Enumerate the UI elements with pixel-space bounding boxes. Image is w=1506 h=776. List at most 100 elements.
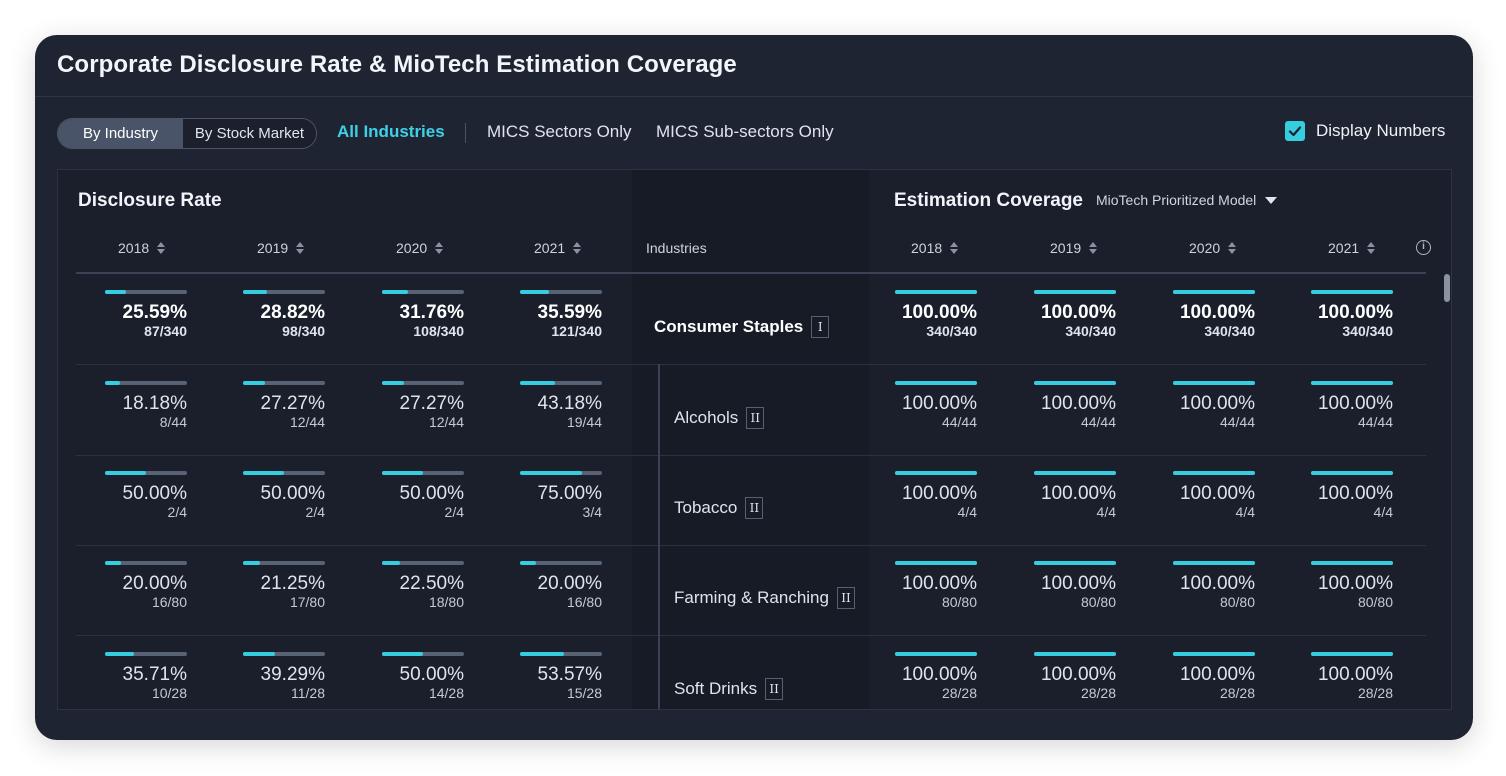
coverage-year-header[interactable]: 2020: [1189, 240, 1237, 256]
disclosure-cell: 50.00% 2/4: [105, 471, 187, 521]
scrollbar-track[interactable]: [1442, 274, 1448, 704]
industry-label: Tobacco: [674, 498, 738, 517]
percent-value: 43.18%: [537, 393, 602, 414]
disclosure-year-header[interactable]: 2020: [396, 240, 444, 256]
year-label: 2021: [1328, 240, 1360, 256]
display-numbers-label: Display Numbers: [1316, 121, 1446, 140]
disclosure-cell: 27.27% 12/44: [382, 381, 464, 431]
percent-value: 21.25%: [260, 573, 325, 594]
progress-fill: [1311, 652, 1393, 656]
count-value: 340/340: [926, 323, 977, 339]
industry-label: Soft Drinks: [674, 679, 758, 698]
filter-all-industries[interactable]: All Industries: [337, 122, 445, 141]
progress-bar: [243, 652, 325, 656]
model-dropdown[interactable]: MioTech Prioritized Model: [1096, 192, 1278, 208]
percent-value: 100.00%: [1179, 573, 1255, 594]
progress-bar: [105, 381, 187, 385]
percent-value: 100.00%: [901, 393, 977, 414]
count-value: 80/80: [1357, 594, 1393, 610]
progress-fill: [520, 652, 564, 656]
progress-fill: [895, 381, 977, 385]
by-industry-button[interactable]: By Industry: [58, 119, 183, 148]
sort-icon: [296, 242, 305, 254]
count-value: 4/4: [1235, 504, 1255, 520]
count-value: 80/80: [941, 594, 977, 610]
percent-value: 100.00%: [1179, 483, 1255, 504]
disclosure-year-header[interactable]: 2019: [257, 240, 305, 256]
year-label: 2019: [1050, 240, 1082, 256]
table-row: 20.00% 16/80 21.25% 17/80 22.50% 18/80 20.00% 1…: [58, 561, 1424, 652]
progress-bar: [520, 290, 602, 294]
disclosure-year-header[interactable]: 2018: [118, 240, 166, 256]
progress-fill: [520, 290, 550, 294]
disclosure-cell: 31.76% 108/340: [382, 290, 464, 340]
progress-fill: [105, 561, 122, 565]
sort-icon: [1228, 242, 1237, 254]
progress-fill: [895, 471, 977, 475]
count-value: 18/80: [428, 594, 464, 610]
row-divider: [76, 635, 1426, 636]
coverage-year-header[interactable]: 2019: [1050, 240, 1098, 256]
count-value: 44/44: [1357, 414, 1393, 430]
display-numbers-checkbox[interactable]: [1285, 121, 1305, 141]
progress-bar: [1173, 290, 1255, 294]
chevron-down-icon: [1265, 196, 1278, 204]
percent-value: 100.00%: [901, 483, 977, 504]
percent-value: 100.00%: [901, 302, 977, 323]
progress-bar: [382, 471, 464, 475]
count-value: 10/28: [151, 685, 187, 701]
industry-name[interactable]: Farming & Ranching II: [674, 587, 855, 609]
progress-bar: [105, 290, 187, 294]
count-value: 19/44: [566, 414, 602, 430]
info-icon[interactable]: i: [1416, 240, 1431, 255]
coverage-year-header[interactable]: 2021: [1328, 240, 1376, 256]
progress-fill: [1173, 471, 1255, 475]
industry-name[interactable]: Soft Drinks II: [674, 678, 784, 700]
row-divider: [76, 364, 1426, 365]
scrollbar-thumb[interactable]: [1444, 274, 1450, 302]
coverage-cell: 100.00% 44/44: [1034, 381, 1116, 431]
percent-value: 39.29%: [260, 664, 325, 685]
progress-bar: [1173, 652, 1255, 656]
disclosure-cell: 50.00% 2/4: [382, 471, 464, 521]
coverage-year-header[interactable]: 2018: [911, 240, 959, 256]
progress-fill: [1311, 290, 1393, 294]
view-toggle: By Industry By Stock Market: [57, 118, 317, 149]
industry-name[interactable]: Tobacco II: [674, 497, 764, 519]
progress-fill: [382, 652, 423, 656]
disclosure-year-header[interactable]: 2021: [534, 240, 582, 256]
disclosure-cell: 20.00% 16/80: [105, 561, 187, 611]
progress-fill: [895, 652, 977, 656]
sort-icon: [950, 242, 959, 254]
progress-fill: [105, 652, 135, 656]
year-label: 2021: [534, 240, 566, 256]
count-value: 28/28: [1219, 685, 1255, 701]
count-value: 340/340: [1204, 323, 1255, 339]
sub-sector-rail: [658, 364, 660, 709]
progress-fill: [243, 471, 284, 475]
filter-mics-sectors[interactable]: MICS Sectors Only: [487, 122, 632, 141]
coverage-cell: 100.00% 44/44: [1311, 381, 1393, 431]
percent-value: 50.00%: [260, 483, 325, 504]
industry-name[interactable]: Alcohols II: [674, 407, 765, 429]
display-numbers-toggle[interactable]: Display Numbers: [1285, 121, 1445, 141]
count-value: 28/28: [941, 685, 977, 701]
disclosure-cell: 18.18% 8/44: [105, 381, 187, 431]
filter-mics-sub-sectors[interactable]: MICS Sub-sectors Only: [656, 122, 834, 141]
coverage-cell: 100.00% 4/4: [1311, 471, 1393, 521]
sort-icon: [157, 242, 166, 254]
count-value: 98/340: [282, 323, 325, 339]
progress-fill: [1173, 381, 1255, 385]
progress-fill: [1311, 561, 1393, 565]
progress-fill: [895, 290, 977, 294]
by-stock-market-button[interactable]: By Stock Market: [183, 119, 316, 148]
count-value: 14/28: [428, 685, 464, 701]
progress-bar: [1311, 290, 1393, 294]
coverage-cell: 100.00% 80/80: [1034, 561, 1116, 611]
estimation-coverage-title: Estimation Coverage: [894, 190, 1083, 211]
year-label: 2019: [257, 240, 289, 256]
industry-name[interactable]: Consumer Staples I: [654, 316, 830, 338]
percent-value: 35.71%: [122, 664, 187, 685]
progress-bar: [1173, 471, 1255, 475]
data-table-panel: Disclosure Rate Estimation Coverage MioT…: [57, 169, 1452, 710]
